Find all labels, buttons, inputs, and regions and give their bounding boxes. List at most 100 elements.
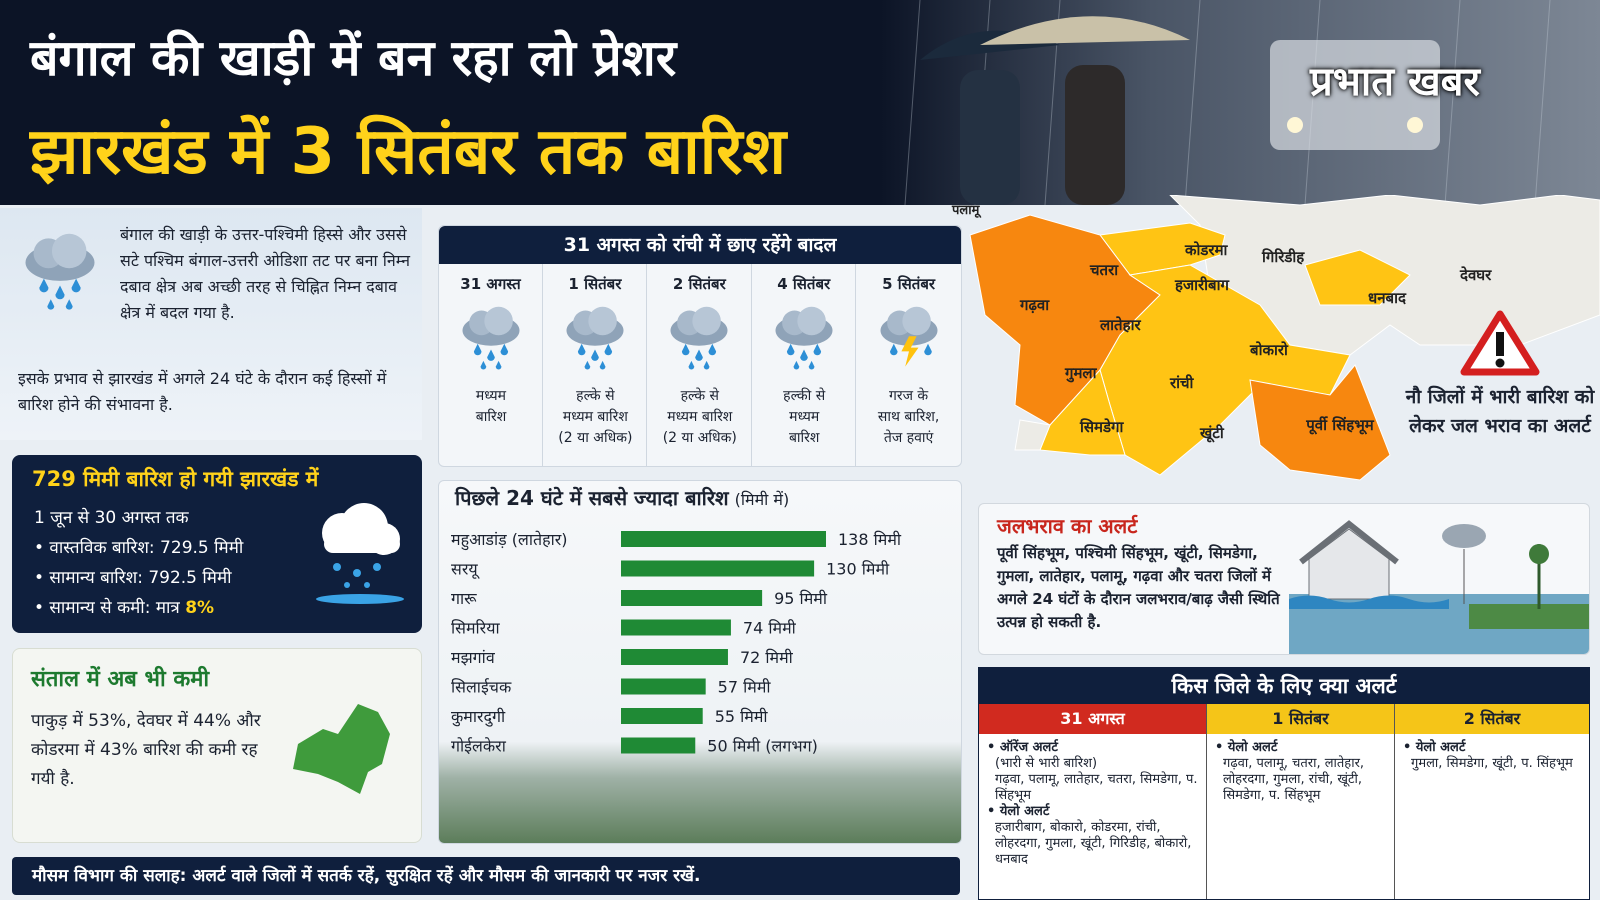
intro-text: इसके प्रभाव से झारखंड में अगले 24 घंटे क… (18, 369, 387, 414)
waterlogging-title: जलभराव का अलर्ट (997, 514, 1138, 538)
bar (621, 590, 763, 606)
value-label: 130 मिमी (826, 560, 890, 579)
header: बंगाल की खाड़ी में बन रहा लो प्रेशर झारख… (0, 0, 1600, 205)
district-label: लातेहार (1100, 316, 1141, 334)
alert-line: हजारीबाग, बोकारो, कोडरमा, रांची, लोहरदगा… (995, 820, 1192, 867)
forecast-description-line: तेज हवाएं (883, 430, 934, 446)
bar-chart-panel: पिछले 24 घंटे में सबसे ज्यादा बारिश (मिमी… (438, 480, 962, 844)
value-label: 95 मिमी (774, 589, 828, 608)
bar (621, 531, 826, 547)
santal-map (293, 704, 390, 794)
bar (621, 649, 728, 665)
alert-column-header: 1 सितंबर (1207, 704, 1394, 734)
forecast-date: 31 अगस्त (460, 275, 521, 293)
alert-table: किस जिले के लिए क्या अलर्ट 31 अगस्त • ऑरे… (978, 667, 1590, 900)
forecast-date: 4 सितंबर (777, 275, 831, 293)
forecast-description: मध्यम बारिश (439, 386, 543, 428)
alert-column-header: 31 अगस्त (979, 704, 1206, 734)
bar (621, 678, 706, 695)
rain-icon (14, 228, 106, 320)
district-label: हजारीबाग (1175, 276, 1229, 294)
chart-title-text: पिछले 24 घंटे में सबसे ज्यादा बारिश (454, 486, 730, 510)
weather-icon (661, 302, 737, 378)
forecast-description-line: (2 या अधिक) (662, 430, 737, 446)
forecast-description-line: मध्यम (475, 388, 507, 404)
forecast-day: 4 सितंबर हल्की से मध्यम बारिश (752, 264, 857, 466)
district-label: सिमडेगा (1080, 418, 1124, 436)
forecast-day: 31 अगस्त मध्यम बारिश (439, 264, 543, 466)
rainfall-total-panel: 729 मिमी बारिश हो गयी झारखंड में 1 जून स… (12, 455, 422, 633)
district-label: गुमला (1065, 364, 1097, 382)
forecast-date: 2 सितंबर (672, 275, 726, 293)
santal-panel: संताल में अब भी कमी पाकुड़ में 53%, देवघ… (12, 648, 422, 843)
forecast-description-line: (2 या अधिक) (558, 430, 633, 446)
alert-line: • ऑरेंज अलर्ट (987, 740, 1058, 755)
forecast-description-line: हल्की से (783, 388, 826, 404)
weather-icon (453, 302, 529, 378)
alert-column: 2 सितंबर • येलो अलर्ट गुमला, सिमडेगा, खूंट… (1395, 704, 1589, 899)
alert-line: गढ़वा, पलामू, चतरा, लातेहार, लोहरदगा, गु… (1223, 756, 1365, 803)
district-label: बोकारो (1250, 341, 1288, 359)
header-photo (904, 0, 1551, 205)
district-label: खूंटी (1200, 424, 1224, 442)
intro-panel: बंगाल की खाड़ी के उत्तर-पश्चिमी हिस्से औ… (0, 208, 422, 440)
bar (621, 619, 731, 636)
district-label: पूर्वी सिंहभूम (1306, 416, 1374, 434)
santal-text: पाकुड़ में 53%, देवघर में 44% और कोडरमा … (31, 711, 261, 789)
forecast-description: गरज के साथ बारिश, तेज हवाएं (857, 386, 961, 449)
forecast-description-line: मध्यम बारिश (562, 409, 628, 425)
weather-icon (766, 302, 842, 378)
alert-table-title: किस जिले के लिए क्या अलर्ट (979, 668, 1589, 704)
waterlogging-text: पूर्वी सिंहभूम, पश्चिमी सिंहभूम, खूंटी, … (997, 544, 1280, 631)
alert-line: गढ़वा, पलामू, लातेहार, चतरा, सिमडेगा, प.… (995, 772, 1198, 803)
value-label: 72 मिमी (740, 648, 794, 667)
warning-icon (1460, 310, 1540, 376)
value-label: 74 मिमी (743, 619, 797, 638)
category-label: सिमरिया (451, 619, 500, 638)
intro-text: बंगाल की खाड़ी के उत्तर-पश्चिमी हिस्से औ… (120, 225, 411, 322)
forecast-panel: 31 अगस्त को रांची में छाए रहेंगे बादल 31… (438, 225, 962, 467)
forecast-description-line: हल्के से (576, 388, 615, 404)
forecast-date: 1 सितंबर (568, 275, 622, 293)
category-label: गोईलकेरा (451, 737, 507, 756)
rainfall-item: • वास्तविक बारिश: 729.5 मिमी (34, 538, 244, 558)
category-label: महुआडांड़ (लातेहार) (451, 530, 568, 551)
alert-column-body: • ऑरेंज अलर्ट (भारी से भारी बारिश) गढ़वा, … (979, 734, 1206, 868)
forecast-title: 31 अगस्त को रांची में छाए रहेंगे बादल (439, 226, 961, 264)
category-label: गारू (451, 589, 477, 608)
district-label: धनबाद (1368, 289, 1406, 307)
jharkhand-map (969, 194, 1600, 481)
santal-title: संताल में अब भी कमी (31, 667, 210, 692)
brand-logo: प्रभात खबर (1310, 59, 1480, 105)
rainfall-item-text: • सामान्य से कमी: मात्र (34, 598, 180, 618)
forecast-day: 5 सितंबर गरज के साथ बारिश, तेज हवाएं (857, 264, 961, 466)
alert-column-body: • येलो अलर्ट गुमला, सिमडेगा, खूंटी, प. सि… (1395, 734, 1589, 772)
alert-column: 31 अगस्त • ऑरेंज अलर्ट (भारी से भारी बारिश… (979, 704, 1207, 899)
alert-column-body: • येलो अलर्ट गढ़वा, पलामू, चतरा, लातेहार,… (1207, 734, 1394, 804)
forecast-description-line: साथ बारिश, (877, 409, 940, 425)
district-label: गढ़वा (1020, 296, 1050, 314)
forecast-description: हल्की से मध्यम बारिश (752, 386, 856, 449)
waterlogging-panel: जलभराव का अलर्ट पूर्वी सिंहभूम, पश्चिमी … (978, 503, 1590, 655)
bar-chart: पिछले 24 घंटे में सबसे ज्यादा बारिश (मिमी… (451, 486, 902, 756)
forecast-description: हल्के से मध्यम बारिश (2 या अधिक) (543, 386, 647, 449)
forecast-description: हल्के से मध्यम बारिश (2 या अधिक) (648, 386, 752, 449)
cloud-icon (316, 503, 404, 604)
category-label: कुमारदुगी (451, 707, 506, 727)
alert-column-header: 2 सितंबर (1395, 704, 1589, 734)
map-panel: पलामू चतरा कोडरमा गिरिडीह देवघर गढ़वा ला… (952, 194, 1600, 495)
alert-line: (भारी से भारी बारिश) (995, 756, 1098, 771)
alert-line: • येलो अलर्ट (1403, 740, 1466, 755)
forecast-date: 5 सितंबर (882, 275, 936, 293)
district-label: पलामू (952, 203, 980, 218)
weather-icon (871, 302, 947, 378)
forecast-description-line: बारिश (475, 409, 507, 425)
forecast-description-line: बारिश (788, 430, 820, 446)
category-label: सिलाईचक (451, 678, 512, 697)
forecast-day: 1 सितंबर हल्के से मध्यम बारिश (2 या अधिक) (543, 264, 648, 466)
bar (621, 737, 696, 754)
map-alert-text: नौ जिलों में भारी बारिश को लेकर जल भराव … (1405, 386, 1595, 437)
value-label: 57 मिमी (718, 678, 772, 697)
district-label: देवघर (1460, 266, 1492, 284)
